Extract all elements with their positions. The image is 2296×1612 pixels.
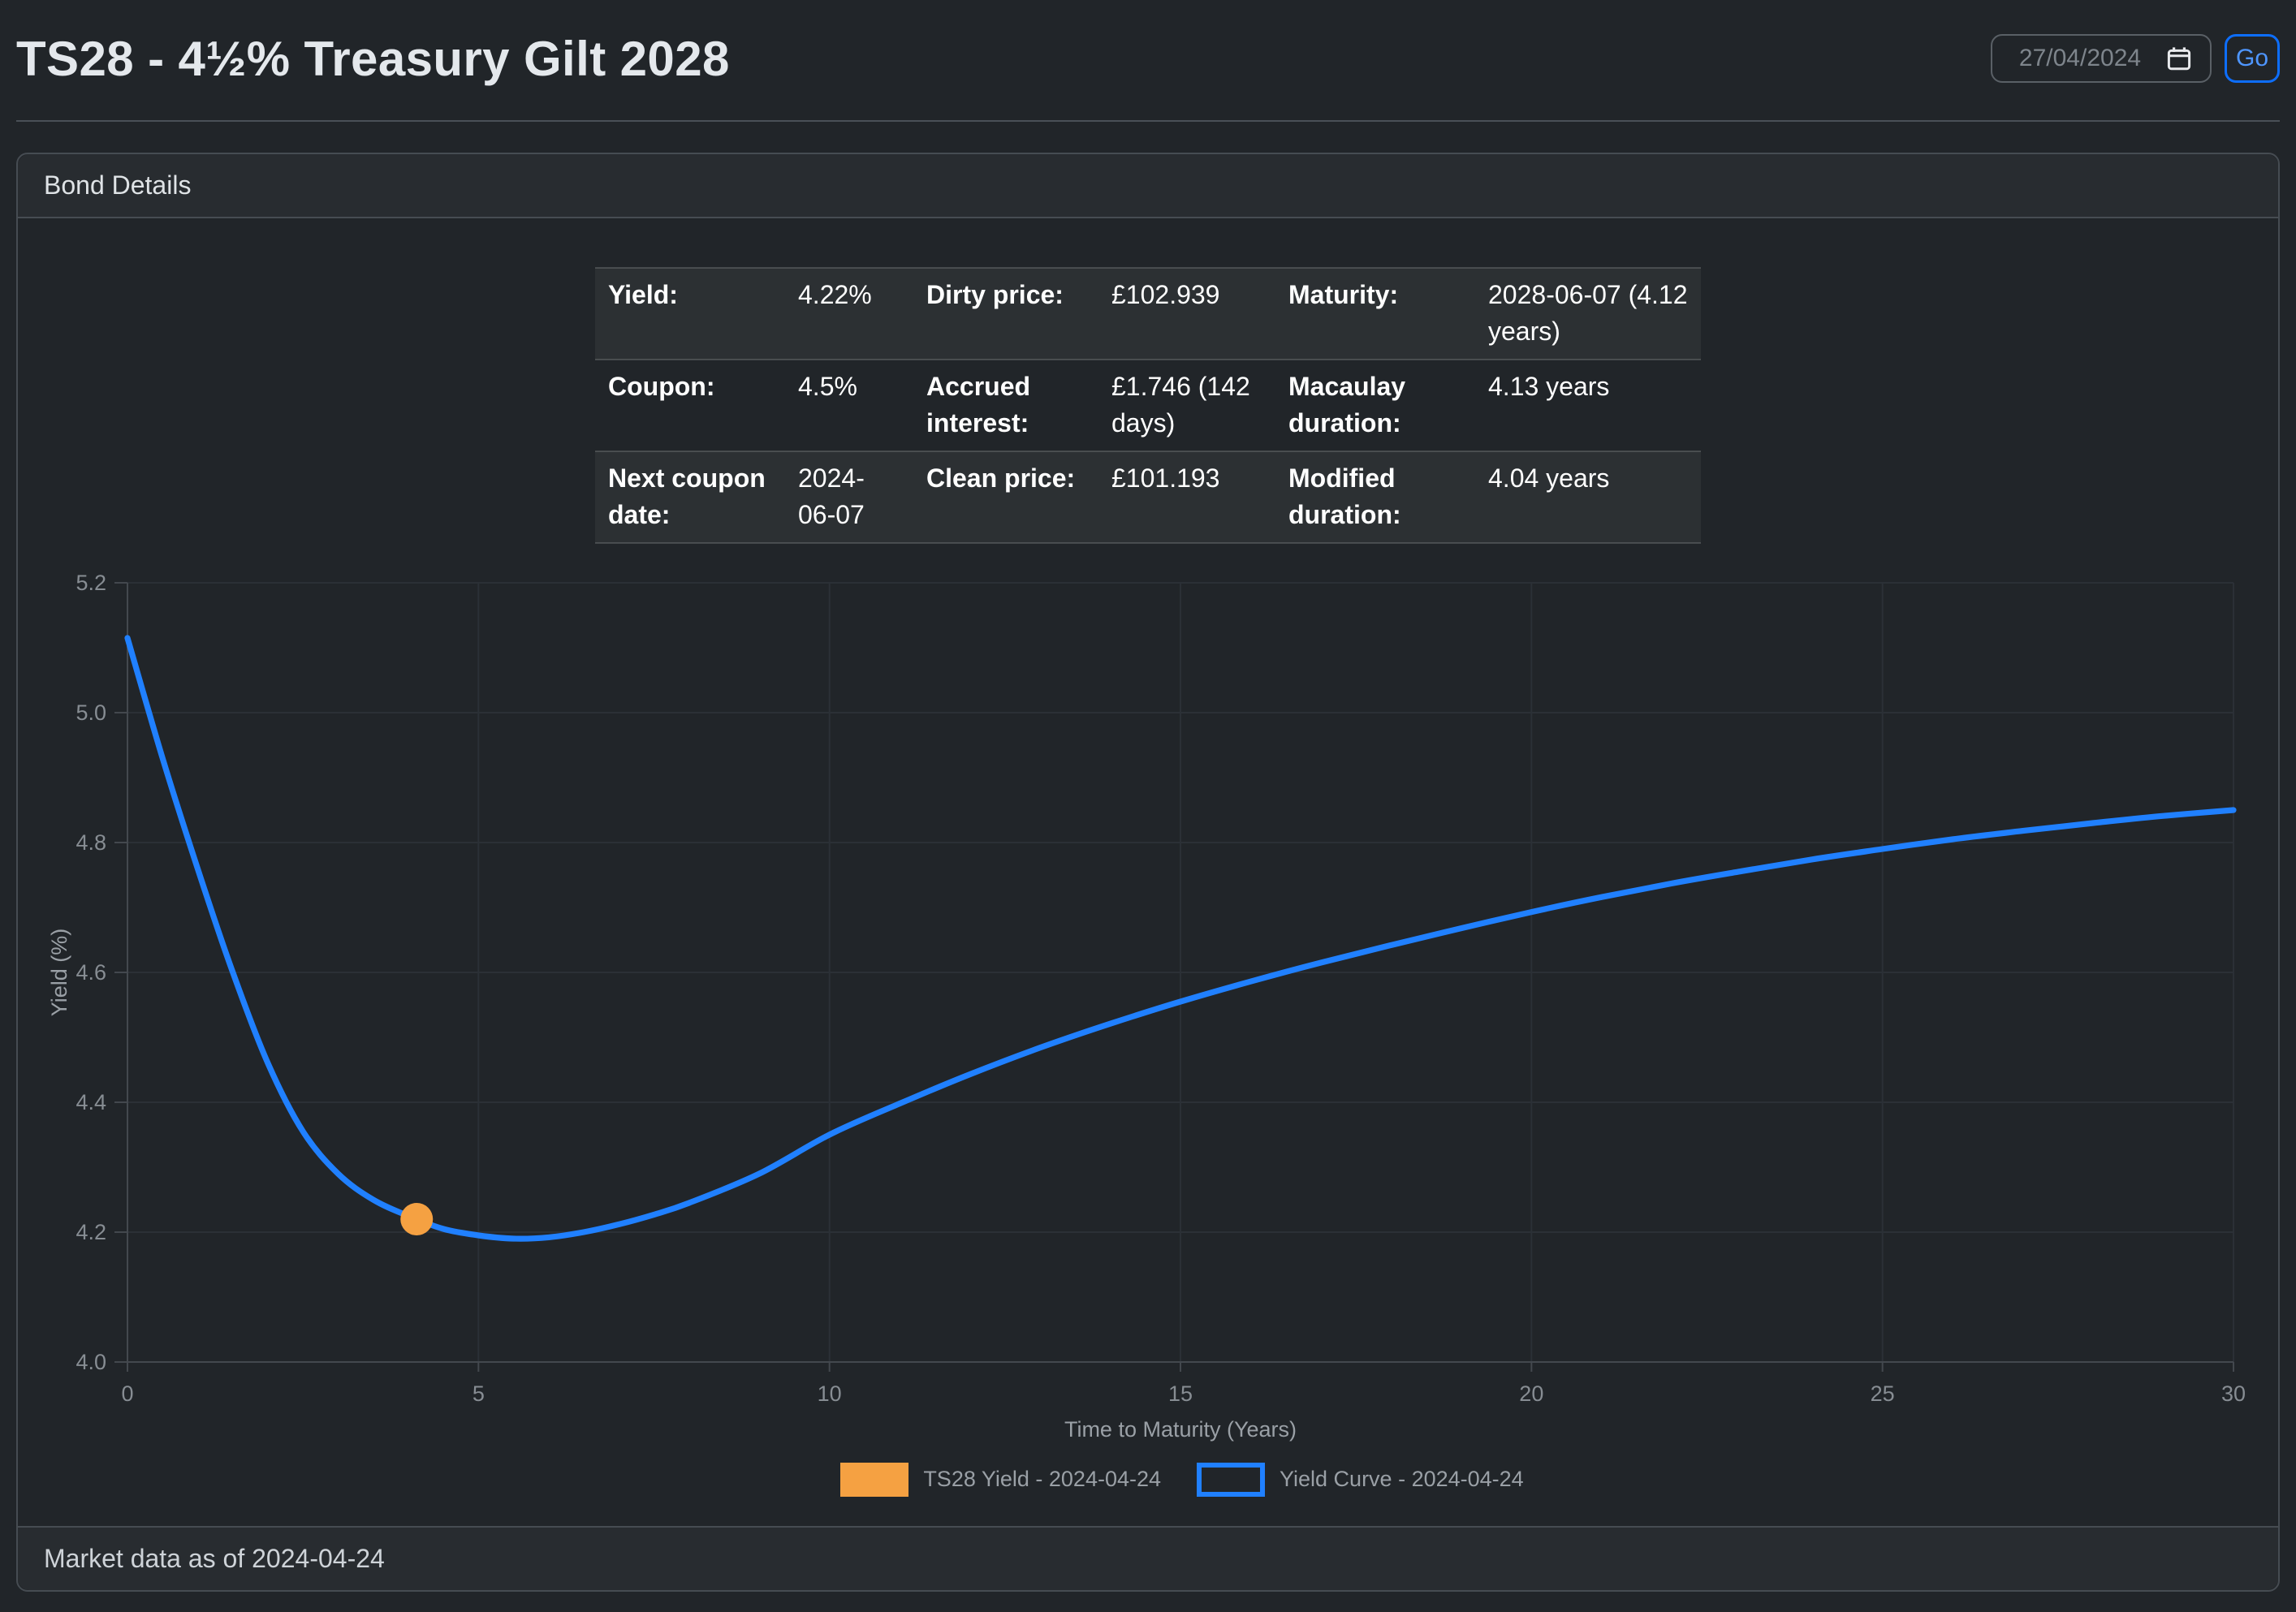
svg-text:5.0: 5.0 — [76, 700, 106, 725]
go-button[interactable]: Go — [2225, 34, 2280, 83]
coupon-value: 4.5% — [785, 358, 913, 451]
maturity-value: 2028-06-07 (4.12 years) — [1475, 266, 1701, 360]
svg-text:15: 15 — [1168, 1381, 1193, 1406]
card-header: Bond Details — [18, 154, 2278, 218]
series — [124, 635, 2237, 1242]
tick-marks — [114, 581, 2234, 1372]
header-divider — [16, 120, 2280, 122]
dirty-price-label: Dirty price: — [913, 266, 1098, 360]
svg-text:20: 20 — [1519, 1381, 1543, 1406]
macaulay-duration-value: 4.13 years — [1475, 358, 1701, 451]
chart-canvas[interactable]: 4.0 4.2 4.4 4.6 4.8 5.0 5.2 0 5 10 15 20 25 30 Time to… — [44, 570, 2259, 1450]
bond-details-table: Yield: 4.22% Dirty price: £102.939 Matur… — [595, 266, 1701, 544]
maturity-label: Maturity: — [1275, 266, 1475, 360]
svg-text:4.0: 4.0 — [76, 1350, 106, 1374]
yield-label: Yield: — [595, 266, 785, 360]
yield-curve-chart: 4.0 4.2 4.4 4.6 4.8 5.0 5.2 0 5 10 15 20 25 30 Time to… — [44, 570, 2259, 1497]
legend-item-yield-curve[interactable]: Yield Curve - 2024-04-24 — [1197, 1462, 1524, 1497]
calendar-icon[interactable] — [2166, 45, 2192, 71]
svg-text:25: 25 — [1871, 1381, 1895, 1406]
yield-curve-line — [124, 635, 2237, 1242]
table-row: Coupon: 4.5% Accrued interest: £1.746 (1… — [595, 358, 1701, 451]
tick-labels: 4.0 4.2 4.4 4.6 4.8 5.0 5.2 0 5 10 15 20 25 30 — [76, 571, 2246, 1406]
modified-duration-value: 4.04 years — [1475, 450, 1701, 544]
settlement-date-value: 27/04/2024 — [2018, 45, 2142, 71]
table-row: Yield: 4.22% Dirty price: £102.939 Matur… — [595, 266, 1701, 360]
axis-titles: Time to Maturity (Years) Yield (%) — [47, 928, 1297, 1441]
macaulay-duration-label: Macaulay duration: — [1275, 358, 1475, 451]
svg-text:5.2: 5.2 — [76, 571, 106, 595]
svg-text:4.6: 4.6 — [76, 960, 106, 985]
card-body: Yield: 4.22% Dirty price: £102.939 Matur… — [18, 218, 2278, 1526]
svg-text:10: 10 — [818, 1381, 842, 1406]
legend-item-ts28-yield[interactable]: TS28 Yield - 2024-04-24 — [840, 1462, 1162, 1497]
clean-price-label: Clean price: — [913, 450, 1098, 544]
bond-details-card: Bond Details Yield: 4.22% Dirty price: £… — [16, 153, 2280, 1592]
top-bar: TS28 - 4½% Treasury Gilt 2028 27/04/2024… — [16, 0, 2280, 101]
table-row: Next coupon date: 2024-06-07 Clean price… — [595, 450, 1701, 544]
svg-text:4.8: 4.8 — [76, 830, 106, 855]
legend-label: Yield Curve - 2024-04-24 — [1280, 1467, 1524, 1492]
svg-text:Yield (%): Yield (%) — [47, 928, 71, 1016]
legend-swatch-orange — [840, 1462, 909, 1497]
yield-value: 4.22% — [785, 266, 913, 360]
svg-text:5: 5 — [473, 1381, 485, 1406]
svg-text:4.4: 4.4 — [76, 1090, 106, 1114]
page-title: TS28 - 4½% Treasury Gilt 2028 — [16, 31, 730, 86]
chart-legend: TS28 Yield - 2024-04-24 Yield Curve - 20… — [44, 1462, 2259, 1497]
settlement-date-input[interactable]: 27/04/2024 — [1991, 34, 2212, 83]
svg-text:Time to Maturity (Years): Time to Maturity (Years) — [1064, 1417, 1297, 1442]
next-coupon-date-value: 2024-06-07 — [785, 450, 913, 544]
accrued-interest-label: Accrued interest: — [913, 358, 1098, 451]
card-footer: Market data as of 2024-04-24 — [18, 1525, 2278, 1590]
legend-swatch-blue — [1197, 1462, 1266, 1497]
svg-text:0: 0 — [121, 1381, 133, 1406]
gridlines — [127, 581, 2234, 1362]
clean-price-value: £101.193 — [1098, 450, 1275, 544]
dirty-price-value: £102.939 — [1098, 266, 1275, 360]
svg-text:4.2: 4.2 — [76, 1220, 106, 1244]
next-coupon-date-label: Next coupon date: — [595, 450, 785, 544]
settlement-date-controls: 27/04/2024 Go — [1991, 34, 2280, 83]
coupon-label: Coupon: — [595, 358, 785, 451]
svg-text:30: 30 — [2221, 1381, 2246, 1406]
ts28-yield-point — [400, 1202, 434, 1235]
legend-label: TS28 Yield - 2024-04-24 — [923, 1467, 1162, 1492]
modified-duration-label: Modified duration: — [1275, 450, 1475, 544]
accrued-interest-value: £1.746 (142 days) — [1098, 358, 1275, 451]
